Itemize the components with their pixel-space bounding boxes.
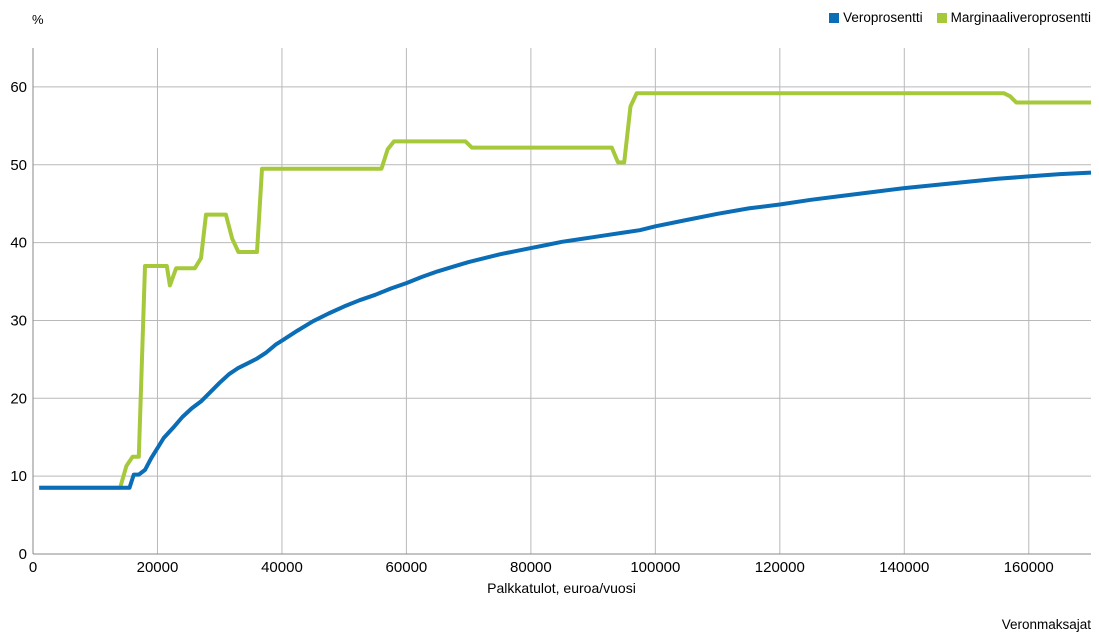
y-unit-label: % — [32, 12, 44, 27]
series-line-marginaaliveroprosentti — [39, 91, 1091, 490]
y-tick-label-50: 50 — [10, 157, 27, 174]
legend-item-veroprosentti: Veroprosentti — [829, 10, 923, 25]
x-axis-title: Palkkatulot, euroa/vuosi — [487, 580, 636, 596]
x-tick-label-40000: 40000 — [261, 559, 303, 576]
axes — [32, 48, 1091, 555]
chart-legend: Veroprosentti Marginaaliveroprosentti — [829, 10, 1091, 25]
series-line-veroprosentti — [39, 170, 1092, 490]
x-tick-label-60000: 60000 — [386, 559, 428, 576]
x-tick-label-0: 0 — [29, 559, 37, 576]
y-tick-label-60: 60 — [10, 79, 27, 96]
y-tick-label-10: 10 — [10, 468, 27, 485]
legend-swatch-veroprosentti — [829, 12, 840, 23]
x-tick-label-20000: 20000 — [137, 559, 179, 576]
tick-labels: 0 10 20 30 40 50 60 0 20000 40000 60000 80000 100000… — [10, 79, 1053, 576]
x-tick-label-120000: 120000 — [755, 559, 805, 576]
y-tick-label-20: 20 — [10, 390, 27, 407]
y-tick-label-40: 40 — [10, 235, 27, 252]
legend-label-marginaaliveroprosentti: Marginaaliveroprosentti — [950, 10, 1091, 25]
grid-lines — [33, 48, 1091, 554]
x-tick-label-100000: 100000 — [630, 559, 680, 576]
source-label: Veronmaksajat — [1001, 617, 1091, 632]
series-lines — [39, 91, 1092, 490]
x-tick-label-140000: 140000 — [879, 559, 929, 576]
legend-item-marginaaliveroprosentti: Marginaaliveroprosentti — [936, 10, 1091, 25]
y-tick-label-30: 30 — [10, 312, 27, 329]
legend-label-veroprosentti: Veroprosentti — [843, 10, 923, 25]
x-tick-label-160000: 160000 — [1004, 559, 1054, 576]
x-tick-label-80000: 80000 — [510, 559, 552, 576]
y-tick-label-0: 0 — [19, 546, 27, 563]
legend-swatch-marginaaliveroprosentti — [936, 12, 947, 23]
